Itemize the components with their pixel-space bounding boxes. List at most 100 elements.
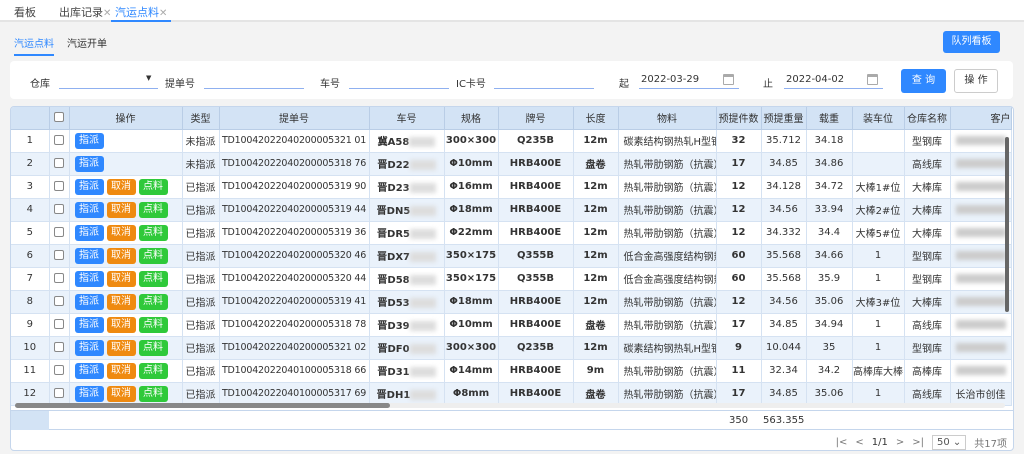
close-icon[interactable]: ✕ [103,8,112,19]
row-checkbox[interactable] [54,158,64,168]
table-row[interactable]: 8 指派 取消 点料 已指派 TD10042022040200005319 41 晋D53 Φ… [11,290,1012,314]
check-button[interactable]: 点料 [138,201,168,218]
column-header[interactable]: 装车位 [852,107,905,130]
check-button[interactable]: 点料 [138,362,168,379]
action-button[interactable]: 操 作 [954,69,998,93]
first-page-icon[interactable]: |< [835,437,848,448]
cell-select[interactable] [49,129,70,153]
queue-board-button[interactable]: 队列看板 [943,31,1000,53]
column-header[interactable]: 长度 [573,107,619,130]
tab-truck-check[interactable]: 汽运点料✕ [111,4,172,22]
subtab-truck-check[interactable]: 汽运点料 [14,35,54,56]
cell-select[interactable] [49,336,70,360]
assign-button[interactable]: 指派 [74,155,104,172]
assign-button[interactable]: 指派 [74,224,104,241]
column-header[interactable] [49,107,70,130]
page-size-select[interactable]: 50 ⌄ [931,435,967,450]
column-header[interactable]: 车号 [369,107,445,130]
table-row[interactable]: 11 指派 取消 点料 已指派 TD10042022040100005318 66 晋D31… [11,359,1012,383]
cancel-button[interactable]: 取消 [106,247,136,264]
cell-select[interactable] [49,221,70,245]
row-checkbox[interactable] [54,319,64,329]
vertical-scrollbar[interactable] [1005,137,1009,312]
column-header[interactable]: 类型 [182,107,220,130]
calendar-icon[interactable] [723,74,734,85]
close-icon[interactable]: ✕ [159,8,168,19]
check-button[interactable]: 点料 [138,247,168,264]
table-row[interactable]: 3 指派 取消 点料 已指派 TD10042022040200005319 90 晋D23 Φ… [11,175,1012,199]
table-row[interactable]: 9 指派 取消 点料 已指派 TD10042022040200005318 78 晋D39 Φ… [11,313,1012,337]
car-input[interactable] [349,71,449,89]
assign-button[interactable]: 指派 [74,270,104,287]
cancel-button[interactable]: 取消 [106,224,136,241]
table-row[interactable]: 6 指派 取消 点料 已指派 TD10042022040200005320 46 晋DX7 3… [11,244,1012,268]
assign-button[interactable]: 指派 [74,132,104,149]
calendar-icon[interactable] [867,74,878,85]
table-row[interactable]: 1 指派 未指派 TD10042022040200005321 01 冀A58 300×3… [11,129,1012,153]
assign-button[interactable]: 指派 [74,362,104,379]
check-button[interactable]: 点料 [138,385,168,402]
row-checkbox[interactable] [54,388,64,398]
row-checkbox[interactable] [54,227,64,237]
check-button[interactable]: 点料 [138,339,168,356]
row-checkbox[interactable] [54,273,64,283]
cell-select[interactable] [49,359,70,383]
row-checkbox[interactable] [54,365,64,375]
cancel-button[interactable]: 取消 [106,362,136,379]
cancel-button[interactable]: 取消 [106,339,136,356]
column-header[interactable]: 牌号 [498,107,574,130]
check-button[interactable]: 点料 [138,270,168,287]
column-header[interactable]: 仓库名称 [904,107,951,130]
bill-input[interactable] [204,71,304,89]
row-checkbox[interactable] [54,204,64,214]
assign-button[interactable]: 指派 [74,385,104,402]
column-header[interactable]: 操作 [69,107,183,130]
tab-outbound-records[interactable]: 出库记录✕ [59,4,111,20]
assign-button[interactable]: 指派 [74,316,104,333]
table-row[interactable]: 2 指派 未指派 TD10042022040200005318 76 晋D22 Φ10mm… [11,152,1012,176]
prev-page-icon[interactable]: < [855,437,864,448]
cancel-button[interactable]: 取消 [106,293,136,310]
assign-button[interactable]: 指派 [74,178,104,195]
assign-button[interactable]: 指派 [74,201,104,218]
select-all-checkbox[interactable] [54,112,64,123]
table-row[interactable]: 4 指派 取消 点料 已指派 TD10042022040200005319 44 晋DN5 Φ… [11,198,1012,222]
check-button[interactable]: 点料 [138,224,168,241]
row-checkbox[interactable] [54,296,64,306]
last-page-icon[interactable]: >| [912,437,924,448]
cancel-button[interactable]: 取消 [106,385,136,402]
row-checkbox[interactable] [54,342,64,352]
column-header[interactable]: 客户 [950,107,1012,130]
cancel-button[interactable]: 取消 [106,178,136,195]
table-row[interactable]: 7 指派 取消 点料 已指派 TD10042022040200005320 44 晋D58 3… [11,267,1012,291]
ic-input[interactable] [494,71,594,89]
column-header[interactable]: 载重 [806,107,853,130]
tab-dashboard[interactable]: 看板 [14,4,36,20]
scroll-thumb[interactable] [15,403,390,408]
cell-select[interactable] [49,313,70,337]
check-button[interactable]: 点料 [138,293,168,310]
column-header[interactable] [11,107,50,130]
cancel-button[interactable]: 取消 [106,270,136,287]
column-header[interactable]: 物料 [618,107,717,130]
check-button[interactable]: 点料 [138,178,168,195]
cell-select[interactable] [49,152,70,176]
cell-select[interactable] [49,290,70,314]
next-page-icon[interactable]: > [895,437,905,448]
table-row[interactable]: 10 指派 取消 点料 已指派 TD10042022040200005321 02 晋DF0… [11,336,1012,360]
cancel-button[interactable]: 取消 [106,201,136,218]
row-checkbox[interactable] [54,181,64,191]
assign-button[interactable]: 指派 [74,247,104,264]
end-date-input[interactable] [784,71,883,89]
assign-button[interactable]: 指派 [74,339,104,356]
cell-select[interactable] [49,175,70,199]
start-date-input[interactable] [639,71,739,89]
warehouse-select[interactable] [59,71,158,89]
column-header[interactable]: 预提重量 [761,107,807,130]
table-row[interactable]: 12 指派 取消 点料 已指派 TD10042022040100005317 69 晋DH1… [11,382,1012,406]
cancel-button[interactable]: 取消 [106,316,136,333]
query-button[interactable]: 查 询 [901,69,946,93]
column-header[interactable]: 提单号 [219,107,370,130]
row-checkbox[interactable] [54,135,64,145]
cell-select[interactable] [49,198,70,222]
